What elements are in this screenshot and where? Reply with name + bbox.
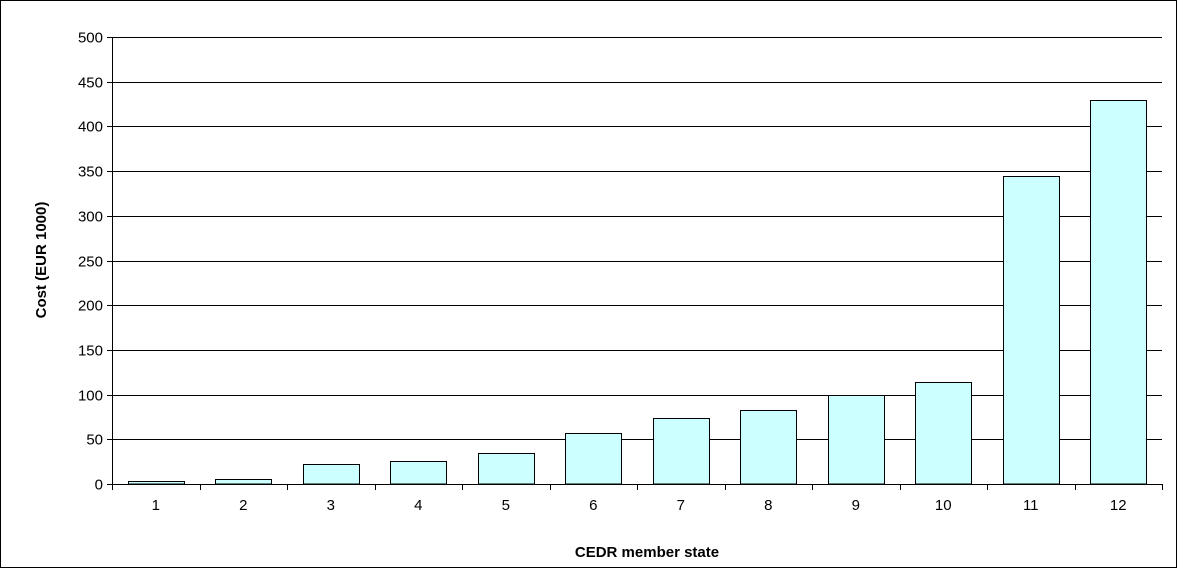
bar-10 (915, 382, 972, 485)
bar-6 (565, 433, 622, 485)
x-tick-label: 7 (677, 497, 685, 514)
y-tick-label: 150 (78, 343, 103, 360)
bar-3 (303, 464, 360, 485)
x-tick-label: 8 (764, 497, 772, 514)
x-axis-title: CEDR member state (575, 544, 719, 561)
x-tick-label: 1 (152, 497, 160, 514)
bar-7 (653, 418, 710, 485)
y-axis-title: Cost (EUR 1000) (33, 202, 50, 319)
x-tick-label: 10 (935, 497, 952, 514)
y-tick-label: 350 (78, 164, 103, 181)
y-tick-label: 50 (86, 432, 103, 449)
x-tick-label: 11 (1023, 497, 1039, 514)
y-tick-label: 100 (78, 388, 103, 405)
bar-1 (128, 481, 185, 485)
bars (128, 100, 1147, 485)
bar-2 (215, 479, 272, 485)
x-tick-label: 5 (502, 497, 510, 514)
x-tick-label: 2 (239, 497, 247, 514)
bar-4 (390, 461, 447, 485)
axes (107, 37, 1163, 490)
bar-9 (828, 395, 885, 485)
y-tick-label: 500 (78, 30, 103, 47)
bar-5 (478, 453, 535, 485)
y-tick-label: 200 (78, 298, 103, 315)
y-tick-label: 250 (78, 254, 103, 271)
x-tick-label: 12 (1110, 497, 1127, 514)
y-tick-label: 450 (78, 75, 103, 92)
bar-11 (1003, 176, 1060, 485)
bar-12 (1090, 100, 1147, 485)
y-tick-label: 300 (78, 209, 103, 226)
y-tick-label: 400 (78, 119, 103, 136)
x-tick-label: 9 (852, 497, 860, 514)
y-tick-label: 0 (95, 477, 103, 494)
x-tick-label: 4 (414, 497, 422, 514)
x-tick-label: 3 (327, 497, 335, 514)
bar-8 (740, 410, 797, 485)
x-tick-label: 6 (589, 497, 597, 514)
gridlines (112, 37, 1162, 440)
